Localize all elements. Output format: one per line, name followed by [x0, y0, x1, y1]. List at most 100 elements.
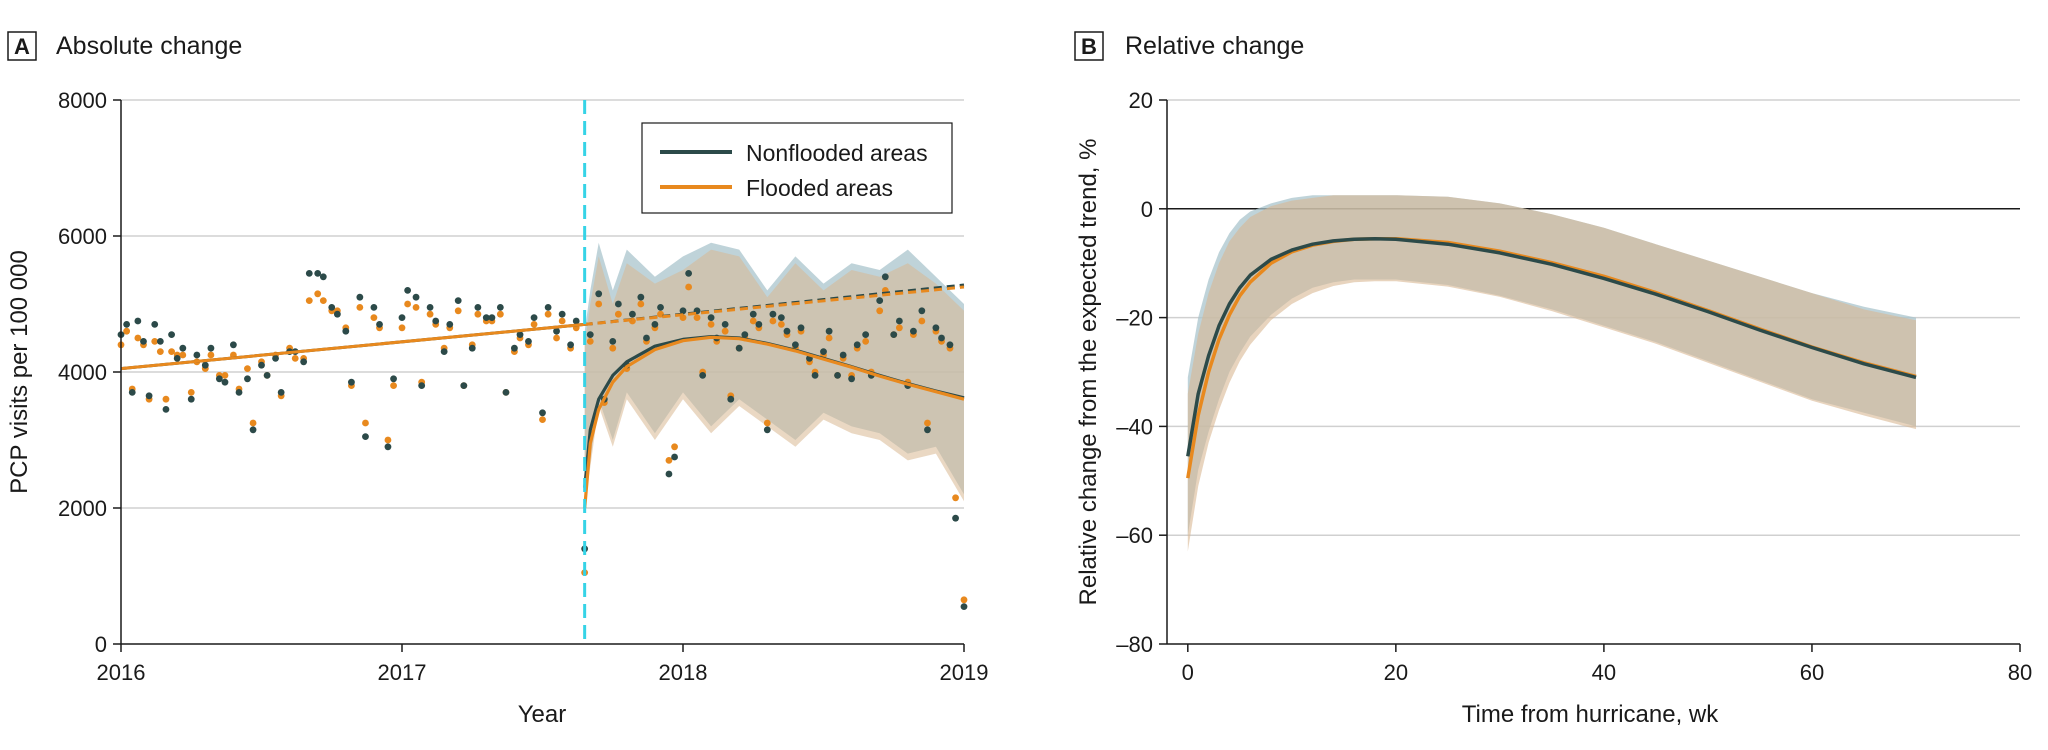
- point-nonflooded: [244, 375, 251, 383]
- panel-a-badge: [7, 31, 37, 61]
- point-nonflooded: [418, 382, 426, 389]
- panel-a-letter: A: [14, 34, 30, 59]
- panel-b-y-tick-label: –80: [1116, 632, 1153, 657]
- panel-b-title: Relative change: [1125, 32, 1304, 60]
- point-nonflooded: [356, 293, 364, 301]
- point-nonflooded: [128, 389, 136, 396]
- point-nonflooded: [749, 310, 757, 318]
- point-nonflooded: [721, 321, 729, 328]
- panel-b-y-tick-label: 0: [1141, 197, 1153, 222]
- point-nonflooded: [123, 321, 131, 328]
- panel-a-y-tick-label: 6000: [58, 224, 107, 249]
- point-flooded: [398, 324, 406, 332]
- panel-a-x-tick-label: 2018: [659, 660, 708, 685]
- point-nonflooded: [783, 327, 791, 335]
- point-nonflooded: [530, 314, 538, 321]
- point-nonflooded: [412, 293, 420, 301]
- point-nonflooded: [376, 321, 383, 328]
- point-nonflooded: [853, 341, 861, 349]
- point-nonflooded: [834, 372, 841, 379]
- point-nonflooded: [727, 395, 735, 403]
- point-flooded: [876, 307, 884, 315]
- point-nonflooded: [432, 317, 440, 325]
- point-flooded: [370, 314, 378, 321]
- point-nonflooded: [876, 297, 884, 304]
- fit-line-flooded: [583, 335, 965, 509]
- panel-a-confidence-bands: [584, 242, 964, 502]
- point-flooded: [426, 310, 434, 318]
- panel-b-y-label: Relative change from the expected trend,…: [1075, 139, 1102, 606]
- point-nonflooded: [511, 344, 518, 352]
- point-nonflooded: [440, 348, 448, 355]
- point-flooded: [539, 416, 546, 423]
- point-nonflooded: [193, 351, 201, 359]
- point-flooded: [614, 310, 622, 318]
- panel-a-y-tick-label: 8000: [58, 88, 107, 113]
- point-nonflooded: [609, 338, 617, 345]
- panel-b-x-tick-label: 60: [1800, 660, 1824, 685]
- point-nonflooded: [328, 304, 336, 311]
- point-flooded: [671, 443, 678, 451]
- point-flooded: [685, 283, 693, 291]
- point-nonflooded: [502, 389, 510, 396]
- point-nonflooded: [482, 314, 490, 321]
- panel-b-confidence-bands: [1187, 195, 1916, 552]
- point-nonflooded: [769, 310, 777, 318]
- legend-flooded-label: Flooded areas: [746, 175, 893, 201]
- point-flooded: [960, 596, 968, 604]
- point-nonflooded: [558, 310, 566, 318]
- counterfactual-line-nonflooded: [584, 283, 965, 326]
- panel-b-x-label: Time from hurricane, wk: [1462, 701, 1720, 728]
- legend-nonflooded-label: Nonflooded areas: [746, 140, 928, 166]
- point-flooded: [291, 355, 299, 362]
- point-flooded: [895, 324, 903, 332]
- point-flooded: [384, 436, 392, 444]
- panel-a-x-ticks: 2016 2017 2018 2019: [97, 644, 988, 685]
- point-nonflooded: [862, 331, 870, 338]
- point-nonflooded: [881, 273, 889, 281]
- panel-a-points: [117, 270, 968, 610]
- point-flooded: [249, 419, 257, 427]
- panel-a-y-tick-label: 0: [95, 632, 107, 657]
- point-flooded: [952, 494, 959, 502]
- panel-b-x-tick-label: 40: [1592, 660, 1616, 685]
- panel-b-x-tick-label: 80: [2008, 660, 2032, 685]
- point-nonflooded: [848, 375, 855, 383]
- point-nonflooded: [918, 307, 926, 315]
- point-nonflooded: [586, 331, 594, 338]
- point-nonflooded: [342, 327, 350, 335]
- point-nonflooded: [741, 331, 749, 338]
- point-flooded: [693, 314, 701, 321]
- point-nonflooded: [277, 389, 285, 396]
- point-nonflooded: [567, 341, 574, 349]
- point-flooded: [657, 310, 664, 318]
- point-nonflooded: [390, 375, 397, 383]
- legend: Nonflooded areas Flooded areas: [641, 122, 953, 214]
- point-flooded: [314, 290, 322, 298]
- point-nonflooded: [539, 409, 546, 417]
- point-flooded: [707, 321, 715, 328]
- point-nonflooded: [572, 317, 580, 325]
- point-nonflooded: [657, 304, 664, 311]
- point-flooded: [918, 317, 926, 325]
- point-flooded: [390, 382, 397, 389]
- point-nonflooded: [370, 304, 378, 311]
- point-nonflooded: [553, 327, 560, 335]
- panel-a-x-tick-label: 2017: [378, 660, 427, 685]
- panel-b-lines: [1186, 236, 1917, 479]
- point-nonflooded: [910, 327, 917, 335]
- panel-b-letter: B: [1081, 34, 1097, 59]
- point-nonflooded: [145, 392, 153, 400]
- point-flooded: [769, 317, 777, 325]
- point-nonflooded: [614, 300, 622, 308]
- point-flooded: [665, 457, 673, 464]
- point-flooded: [123, 327, 131, 335]
- point-flooded: [496, 310, 504, 318]
- point-nonflooded: [707, 314, 715, 321]
- point-nonflooded: [173, 355, 181, 362]
- point-nonflooded: [699, 372, 707, 379]
- ci-band-flooded: [584, 249, 964, 502]
- panel-a: A Absolute change 0 2000 4000 6000 8000 2016…: [6, 31, 988, 728]
- panel-a-x-tick-label: 2016: [97, 660, 146, 685]
- point-nonflooded: [895, 317, 903, 325]
